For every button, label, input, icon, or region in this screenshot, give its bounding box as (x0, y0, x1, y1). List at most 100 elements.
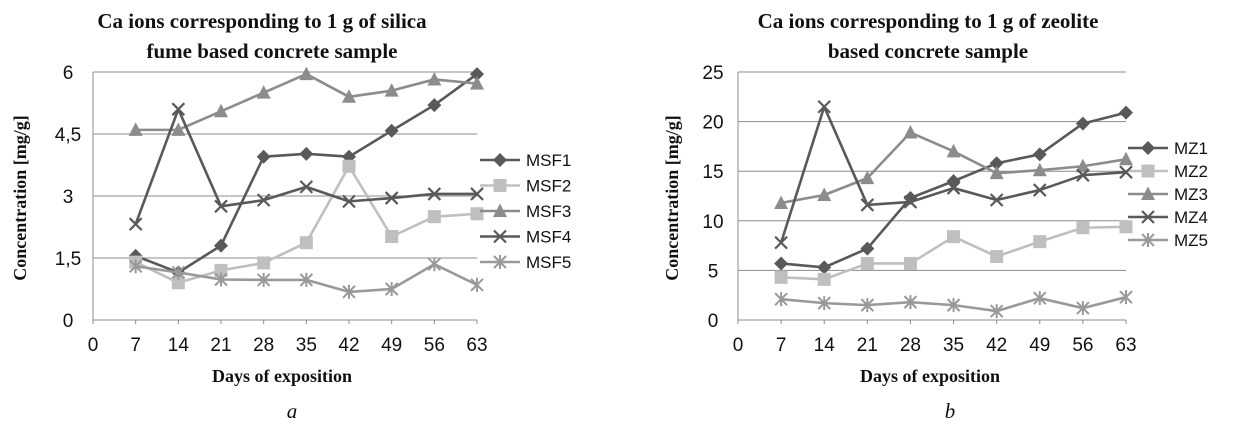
y-tick-label: 1,5 (55, 249, 81, 270)
legend-label: MSF1 (526, 151, 571, 170)
data-point (1033, 183, 1047, 197)
data-point (946, 298, 961, 313)
legend-marker (493, 203, 507, 217)
data-point (860, 170, 875, 185)
data-point (470, 76, 484, 90)
data-point (1076, 168, 1090, 182)
data-point (171, 122, 186, 136)
data-point (128, 122, 143, 136)
x-tick-label: 49 (1029, 335, 1050, 356)
data-point (214, 103, 228, 118)
data-point (256, 85, 271, 99)
legend-label: MSF4 (526, 228, 571, 247)
data-point (128, 217, 143, 231)
x-tick-label: 0 (88, 335, 99, 356)
data-point (1119, 165, 1133, 179)
data-point (989, 165, 1004, 180)
data-point (946, 143, 961, 158)
x-tick-label: 7 (130, 335, 141, 356)
x-axis-label: Days of exposition (212, 366, 352, 386)
legend-entry-msf3: MSF3 (480, 202, 571, 221)
data-point (1076, 221, 1090, 235)
data-point (946, 181, 961, 195)
data-point (1076, 301, 1090, 316)
data-point (214, 263, 228, 277)
data-point (171, 102, 186, 116)
data-point (342, 159, 356, 173)
data-point (171, 265, 186, 280)
x-tick-label: 7 (776, 335, 787, 356)
x-tick-label: 28 (253, 335, 274, 356)
data-point (817, 260, 832, 275)
data-point (860, 256, 874, 270)
legend-label: MZ4 (1174, 208, 1208, 227)
data-point (299, 146, 314, 161)
x-tick-label: 14 (168, 335, 190, 356)
data-point (470, 187, 484, 201)
data-point (1075, 158, 1090, 173)
x-tick-label: 21 (210, 335, 231, 356)
data-point (817, 187, 832, 202)
series-msf1 (128, 67, 484, 280)
gridlines (93, 71, 477, 259)
x-tick-label: 56 (1072, 335, 1093, 356)
data-point (256, 193, 271, 207)
series-msf2 (129, 159, 484, 290)
data-point (384, 191, 399, 205)
series-mz3 (774, 125, 1133, 209)
data-point (342, 284, 356, 299)
legend-label: MSF2 (526, 177, 571, 196)
legend-entry-msf2: MSF2 (480, 177, 571, 196)
data-point (342, 89, 356, 103)
data-point (946, 174, 961, 189)
series-mz4 (774, 99, 1133, 250)
data-point (774, 256, 789, 271)
x-tick-label: 42 (986, 335, 1007, 356)
x-tick-labels: 0 7 14 21 28 35 42 49 56 63 (88, 320, 488, 356)
y-tick-label: 0 (63, 311, 74, 332)
series-mz5 (774, 290, 1133, 319)
series-line (134, 107, 477, 225)
data-point (470, 67, 484, 82)
legend-marker (1141, 233, 1155, 247)
data-point (427, 187, 442, 201)
data-point (774, 235, 788, 250)
data-point (171, 276, 185, 290)
series-line (135, 72, 478, 132)
legend-entry-msf1: MSF1 (480, 151, 571, 170)
data-point (427, 210, 441, 224)
data-point (1032, 147, 1047, 162)
data-point (385, 230, 399, 244)
data-point (1075, 116, 1090, 131)
series-line (135, 164, 478, 285)
data-point (470, 277, 484, 292)
data-point (903, 256, 917, 270)
y-tick-label: 4,5 (55, 125, 81, 146)
data-point (384, 282, 399, 296)
data-point (214, 238, 228, 253)
x-tick-label: 14 (814, 335, 836, 356)
legend-label: MZ2 (1174, 162, 1208, 181)
panel-label: a (287, 399, 298, 423)
x-tick-label: 35 (296, 335, 317, 356)
legend-label: MZ1 (1174, 139, 1208, 158)
data-point (128, 259, 143, 274)
legend-marker (1141, 210, 1155, 224)
y-tick-label: 0 (708, 311, 719, 332)
data-point (817, 99, 831, 114)
data-point (1119, 105, 1133, 120)
data-point (342, 194, 356, 209)
y-axis-label: Concentration [mg/g] (10, 115, 30, 280)
y-tick-label: 5 (708, 261, 719, 282)
data-point (989, 193, 1004, 207)
series-mz1 (774, 105, 1133, 275)
data-point (256, 149, 271, 164)
chart-panel-b: Ca ions corresponding to 1 g of zeolite … (662, 9, 1208, 423)
data-point (990, 250, 1004, 264)
x-tick-label: 28 (900, 335, 921, 356)
data-point (470, 207, 484, 221)
legend-marker (493, 179, 507, 192)
gridlines (738, 71, 1126, 271)
panel-label: b (945, 399, 956, 423)
